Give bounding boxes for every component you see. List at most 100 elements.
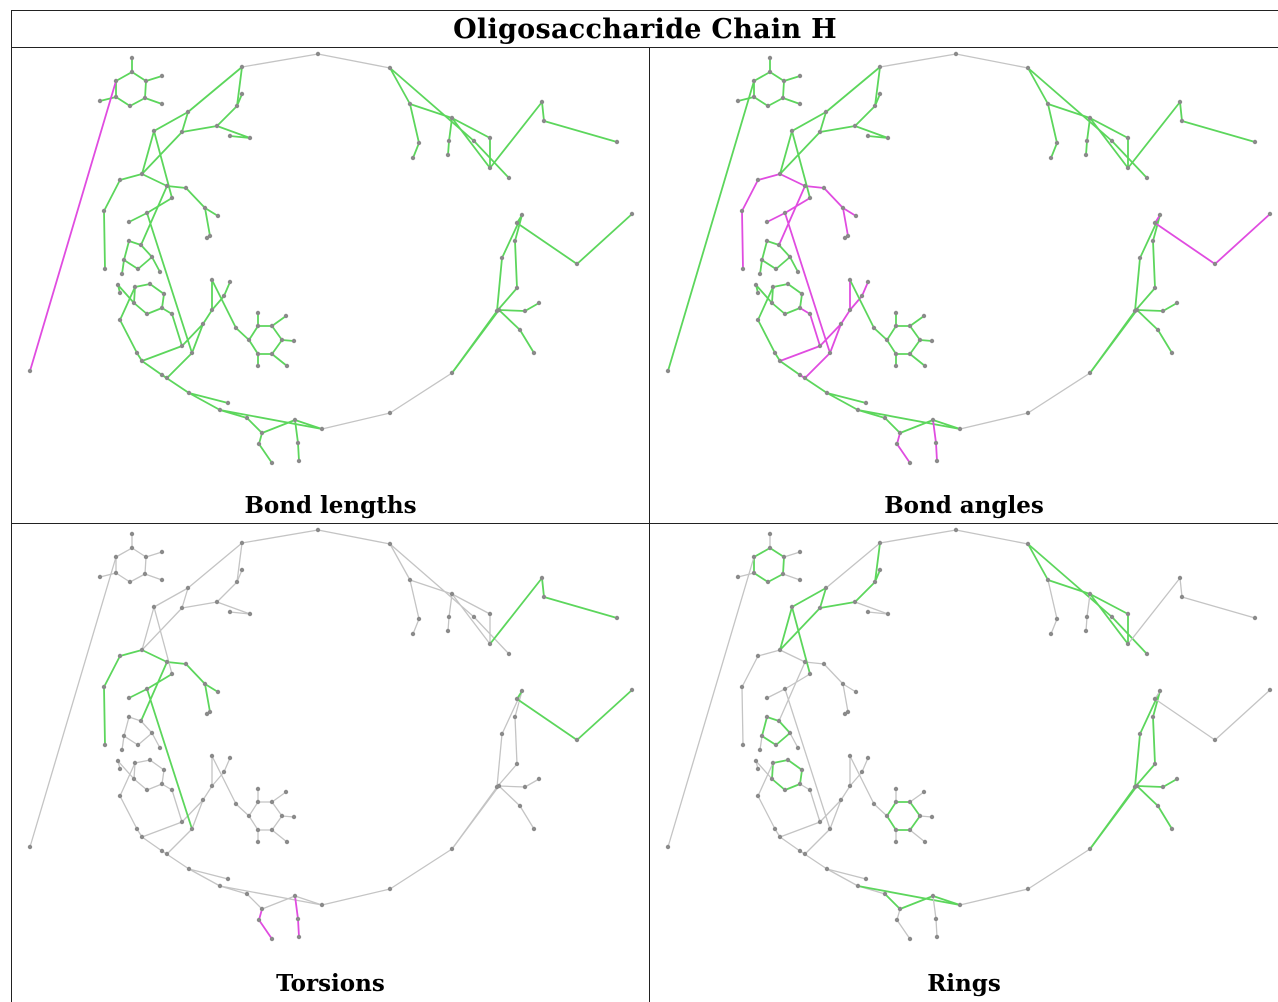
atom bbox=[807, 787, 813, 793]
bond bbox=[447, 140, 450, 156]
bond bbox=[153, 130, 173, 199]
atom bbox=[169, 671, 175, 677]
bond bbox=[759, 735, 763, 751]
bond bbox=[248, 325, 259, 341]
atom bbox=[777, 647, 783, 653]
atom bbox=[255, 839, 261, 845]
atom bbox=[143, 78, 149, 84]
atom bbox=[117, 290, 123, 296]
atom bbox=[129, 55, 135, 61]
bond bbox=[823, 187, 844, 209]
bond bbox=[202, 785, 213, 801]
bond bbox=[219, 885, 323, 906]
bond bbox=[840, 785, 851, 801]
atom bbox=[755, 653, 761, 659]
bond bbox=[854, 581, 876, 603]
atom bbox=[514, 761, 520, 767]
bond bbox=[496, 287, 518, 312]
atom bbox=[1157, 688, 1163, 694]
atom bbox=[121, 733, 127, 739]
atom bbox=[817, 819, 823, 825]
bond bbox=[1127, 577, 1181, 645]
bond bbox=[809, 789, 821, 823]
molecule-graph-torsions bbox=[27, 527, 635, 942]
bond bbox=[451, 117, 491, 169]
atom bbox=[142, 95, 148, 101]
atom bbox=[407, 101, 413, 107]
atom bbox=[802, 659, 808, 665]
atom bbox=[764, 714, 770, 720]
atom bbox=[295, 440, 301, 446]
bond bbox=[119, 286, 136, 321]
bond bbox=[779, 607, 821, 651]
bond bbox=[541, 101, 545, 122]
bond bbox=[1027, 67, 1113, 142]
bond bbox=[1179, 577, 1183, 598]
bond bbox=[29, 80, 117, 372]
atom bbox=[802, 183, 808, 189]
bond bbox=[899, 419, 934, 434]
bond bbox=[119, 319, 138, 354]
bond bbox=[451, 593, 491, 645]
atom bbox=[882, 891, 888, 897]
bond bbox=[151, 732, 161, 749]
atom bbox=[1134, 783, 1140, 789]
atom bbox=[202, 681, 208, 687]
bond bbox=[185, 187, 206, 209]
bond bbox=[767, 97, 784, 107]
atom bbox=[204, 711, 210, 717]
atom bbox=[893, 363, 899, 369]
bond bbox=[149, 759, 165, 771]
atom bbox=[934, 458, 940, 464]
atom bbox=[234, 103, 240, 109]
bond bbox=[1085, 140, 1088, 156]
atom bbox=[291, 338, 297, 344]
panel-caption: Bond angles bbox=[884, 492, 1044, 519]
bond bbox=[909, 353, 926, 367]
atom bbox=[129, 531, 135, 537]
atom bbox=[852, 599, 858, 605]
bond bbox=[115, 71, 133, 82]
bond bbox=[1111, 140, 1148, 179]
bond bbox=[1050, 618, 1058, 635]
atom bbox=[877, 64, 883, 70]
bond bbox=[825, 66, 881, 113]
bond bbox=[1047, 103, 1058, 144]
atom bbox=[522, 308, 528, 314]
bond bbox=[216, 581, 238, 603]
bond bbox=[784, 783, 801, 791]
atom bbox=[785, 281, 791, 287]
atom bbox=[189, 350, 195, 356]
atom bbox=[877, 567, 883, 573]
bond bbox=[755, 760, 773, 780]
atom bbox=[215, 213, 221, 219]
atom bbox=[735, 574, 741, 580]
atom bbox=[1083, 152, 1089, 158]
bond bbox=[779, 606, 793, 651]
atom bbox=[769, 300, 775, 306]
bond bbox=[766, 688, 786, 699]
bond bbox=[412, 618, 420, 635]
atom bbox=[740, 266, 746, 272]
atom bbox=[1125, 135, 1131, 141]
atom bbox=[129, 545, 135, 551]
bond bbox=[181, 111, 189, 133]
atom bbox=[893, 323, 899, 329]
atom bbox=[1084, 614, 1090, 620]
bond bbox=[297, 442, 300, 462]
atom bbox=[407, 577, 413, 583]
bond bbox=[804, 352, 831, 379]
atom bbox=[1125, 611, 1131, 617]
bond bbox=[137, 256, 153, 270]
atom bbox=[269, 323, 275, 329]
atom bbox=[117, 653, 123, 659]
atom bbox=[933, 916, 939, 922]
bond bbox=[819, 111, 827, 133]
atom bbox=[239, 64, 245, 70]
atom bbox=[134, 350, 140, 356]
bond bbox=[778, 720, 791, 734]
bond bbox=[1214, 689, 1271, 741]
bond bbox=[819, 587, 827, 609]
atom bbox=[279, 813, 285, 819]
atom bbox=[751, 94, 757, 100]
